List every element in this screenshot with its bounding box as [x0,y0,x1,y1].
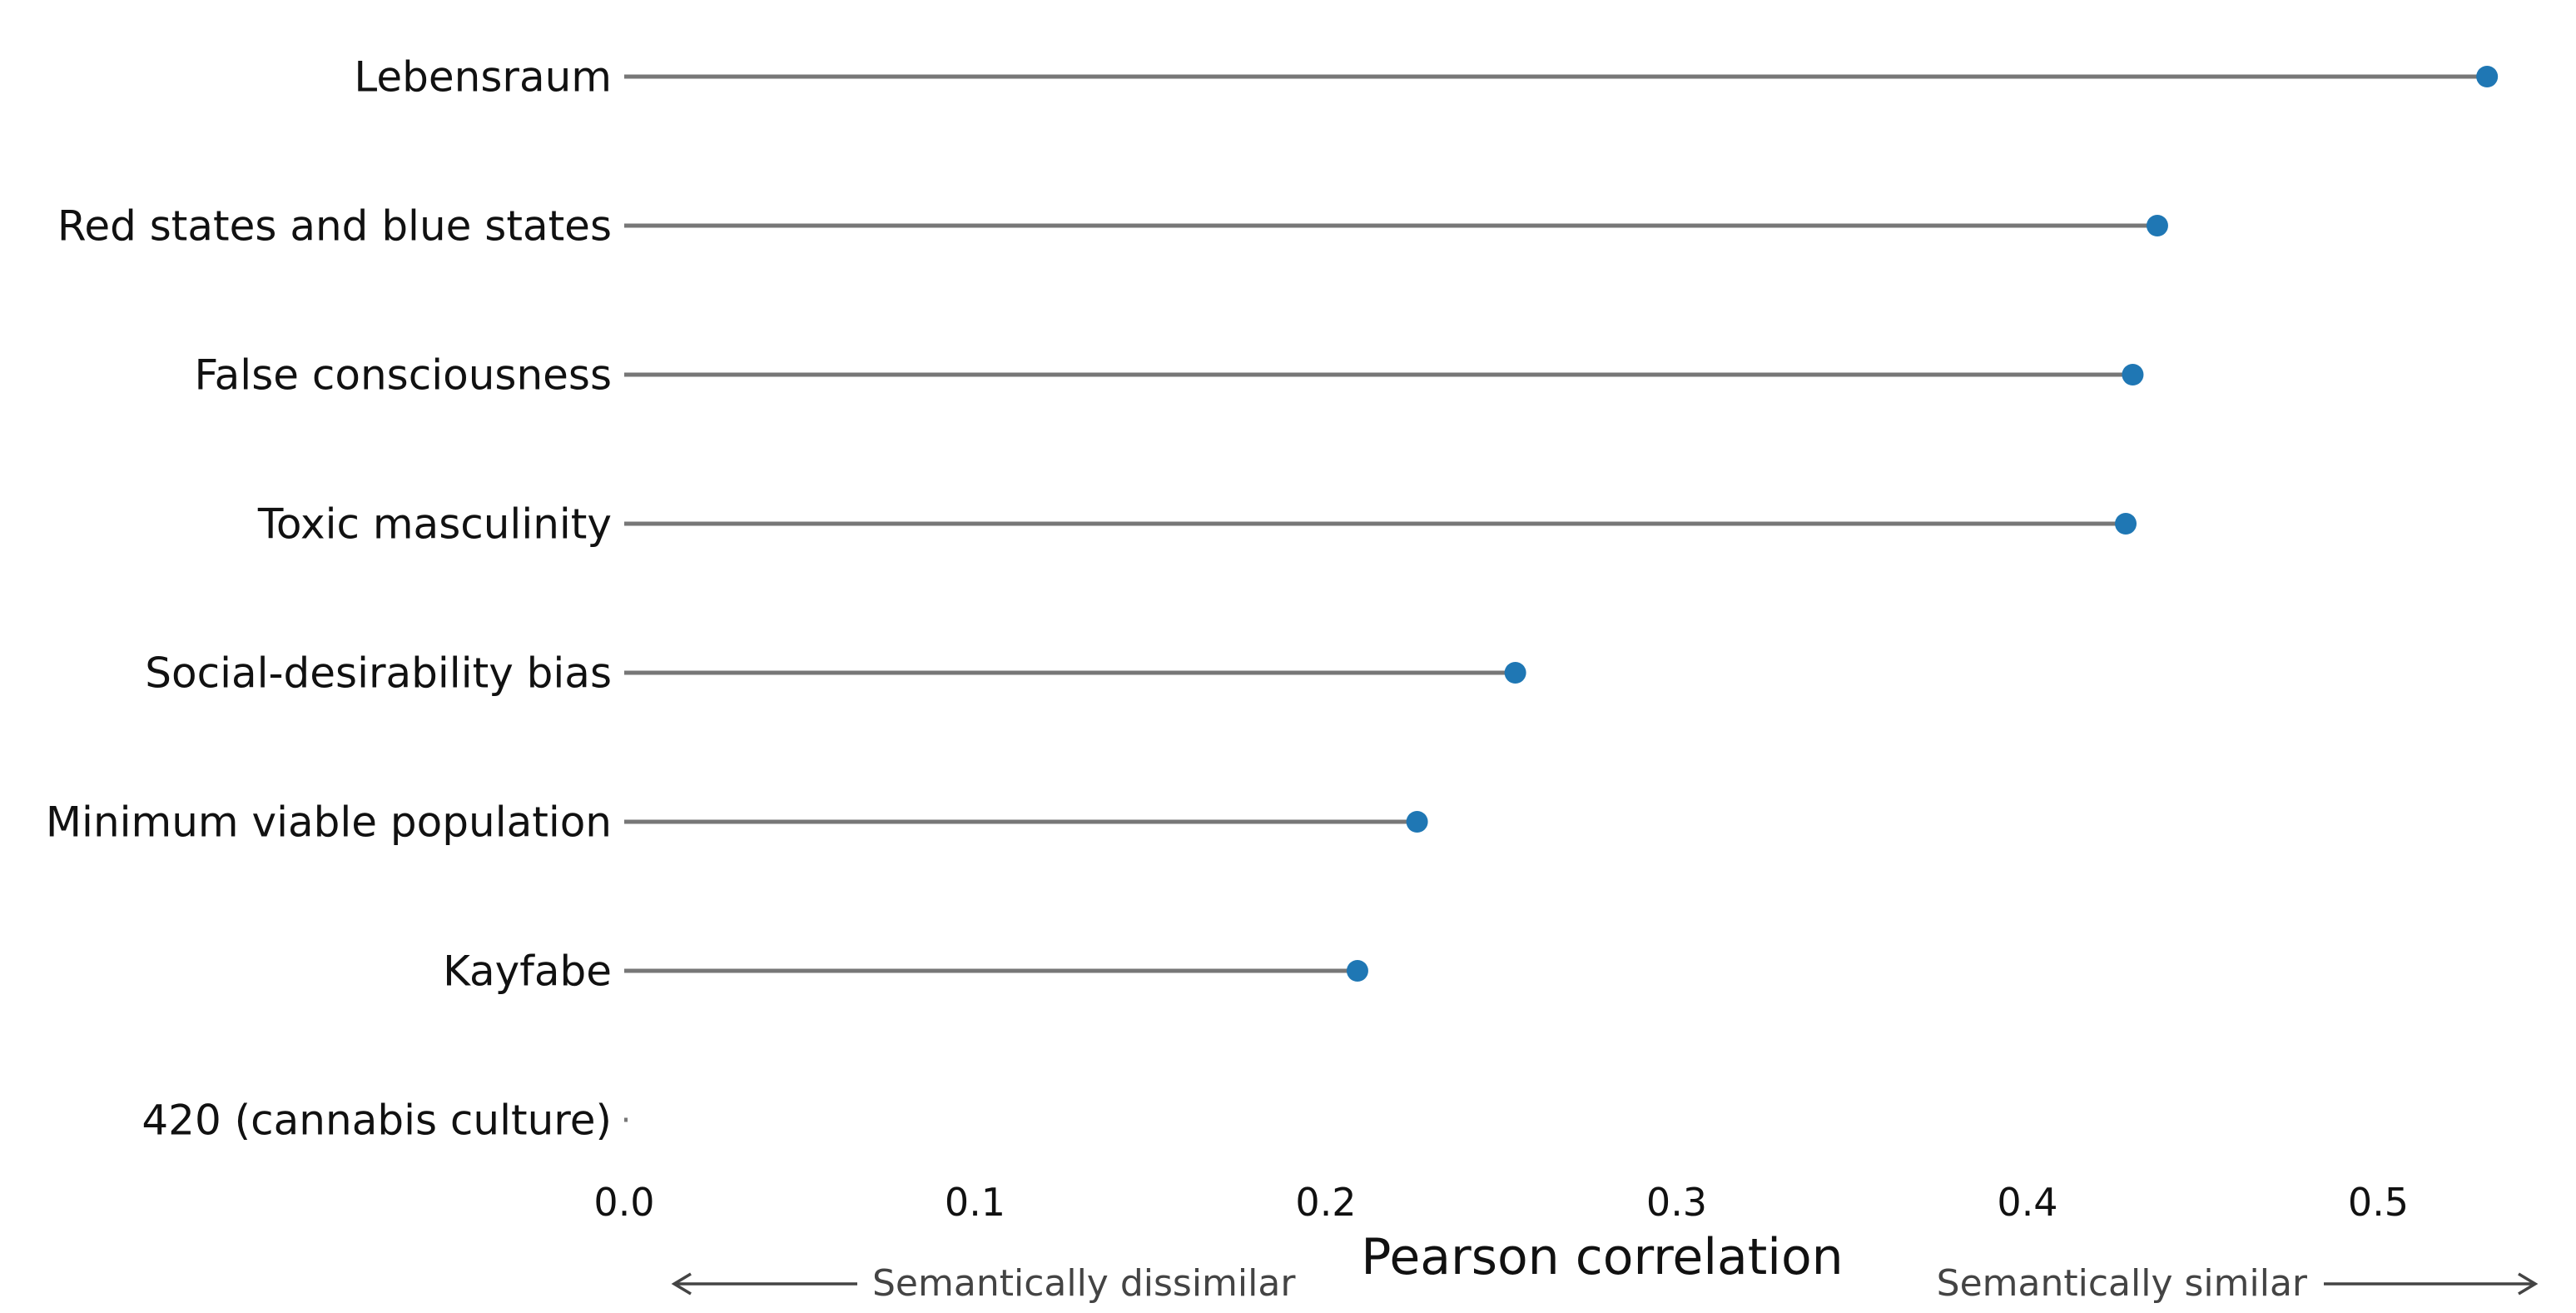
marker-toxic-masculinity [2115,513,2137,535]
marker-red-states-and-blue-states [2146,215,2168,236]
category-label-lebensraum: Lebensraum [354,53,612,102]
left-arrow-head [671,1272,692,1296]
annotation-left: Semantically dissimilar [671,1262,1296,1305]
category-label-minimum-viable-population: Minimum viable population [46,798,612,847]
x-tick-label-0-1: 0.1 [945,1180,1005,1225]
x-tick-label-0-4: 0.4 [1997,1180,2057,1225]
annotation-right: Semantically similar [1937,1262,2539,1305]
x-axis-title: Pearson correlation [1361,1228,1843,1286]
annotation-left-label: Semantically dissimilar [872,1262,1296,1305]
marker-social-desirability-bias [1504,662,1526,684]
annotation-right-label: Semantically similar [1937,1262,2308,1305]
category-label-420-cannabis-culture: 420 (cannabis culture) [141,1097,612,1145]
category-label-social-desirability-bias: Social-desirability bias [145,649,612,698]
category-label-kayfabe: Kayfabe [443,947,612,996]
marker-minimum-viable-population [1406,811,1428,833]
category-label-red-states-and-blue-states: Red states and blue states [57,202,612,251]
x-tick-label-0-2: 0.2 [1295,1180,1356,1225]
stems-group [624,74,2488,1122]
x-tick-label-0-5: 0.5 [2348,1180,2409,1225]
marker-false-consciousness [2122,364,2144,385]
marker-kayfabe [1346,960,1368,982]
category-label-toxic-masculinity: Toxic masculinity [257,500,612,549]
x-tick-label-0-0: 0.0 [593,1180,654,1225]
x-tick-label-0-3: 0.3 [1646,1180,1707,1225]
x-tick-labels: 0.0 0.1 0.2 0.3 0.4 0.5 [593,1180,2409,1225]
category-label-false-consciousness: False consciousness [195,351,613,400]
category-labels: Lebensraum Red states and blue states Fals… [46,53,612,1145]
markers-group [1346,66,2499,982]
marker-lebensraum [2476,66,2499,87]
right-arrow-head [2518,1272,2539,1296]
